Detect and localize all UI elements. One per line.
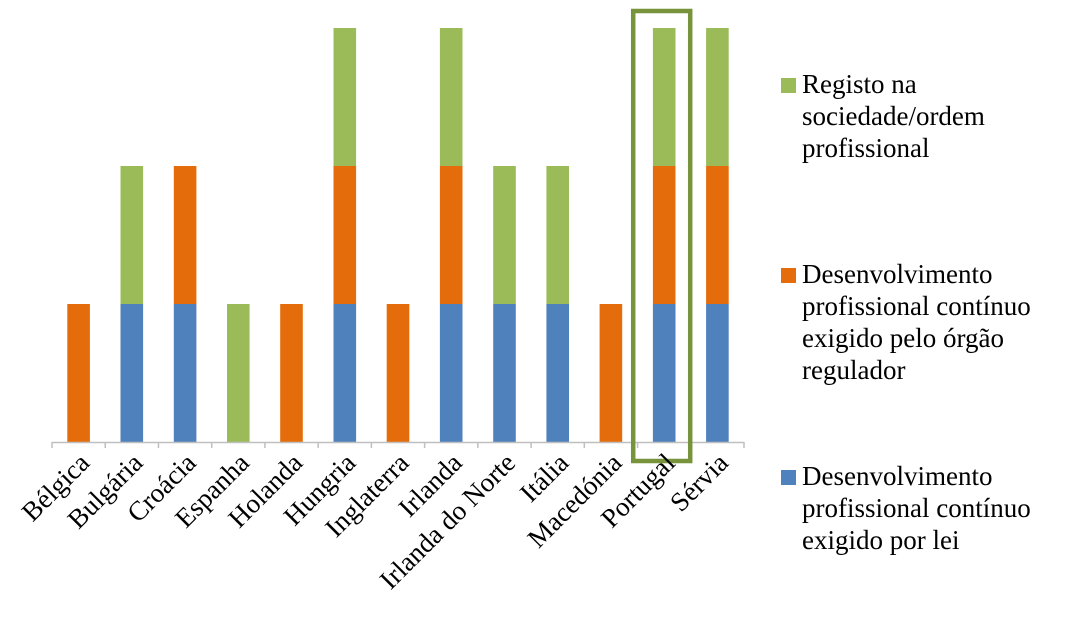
bar-servia-series-2 (706, 166, 729, 304)
bar-portugal-series-1 (652, 304, 676, 442)
bar-bulgaria-series-1 (120, 304, 144, 442)
bar-irlanda-do-norte-series-1 (493, 304, 516, 442)
highlight-box-portugal (630, 8, 693, 464)
legend-label-line: exigido por lei (802, 525, 959, 555)
bar-croacia-series-1 (173, 304, 197, 442)
bar-irlanda-series-2 (439, 166, 463, 304)
bar-holanda-series-2 (280, 304, 303, 442)
bar-hungria-series-2 (333, 166, 357, 304)
legend-label-line: profissional contínuo (802, 291, 1031, 321)
legend-label-line: profissional contínuo (802, 493, 1031, 523)
legend-label-line: regulador (802, 355, 905, 385)
bar-irlanda-series-3 (439, 28, 463, 166)
bar-portugal-series-2 (652, 166, 676, 304)
bar-croacia-series-2 (173, 166, 197, 304)
legend-label-line: Desenvolvimento (802, 259, 992, 289)
x-tick-label-servia: Sérvia (664, 447, 734, 517)
bar-macedonia-series-2 (599, 304, 623, 442)
bar-espanha-series-3 (227, 304, 250, 442)
legend-label-line: exigido pelo órgão (802, 323, 1004, 353)
bar-bulgaria-series-3 (120, 166, 144, 304)
bars-layer (67, 28, 729, 442)
highlight-layer (630, 8, 693, 464)
bar-servia-series-1 (706, 304, 729, 442)
bar-italia-series-1 (546, 304, 569, 442)
bar-belgica-series-2 (67, 304, 90, 442)
legend-swatch (781, 268, 796, 283)
bar-irlanda-series-1 (439, 304, 463, 442)
bar-italia-series-3 (546, 166, 569, 304)
bar-irlanda-do-norte-series-3 (493, 166, 516, 304)
legend-swatch (781, 470, 796, 485)
legend-label-line: profissional (802, 133, 930, 163)
legend-label-line: Desenvolvimento (802, 461, 992, 491)
bar-hungria-series-1 (333, 304, 357, 442)
legend-swatch (781, 78, 796, 93)
bar-hungria-series-3 (333, 28, 357, 166)
bar-servia-series-3 (706, 28, 729, 166)
x-tick-labels: BélgicaBulgáriaCroáciaEspanhaHolandaHung… (16, 447, 734, 594)
bar-inglaterra-series-2 (386, 304, 410, 442)
legend-label-line: Registo na (802, 69, 917, 99)
axis-layer (51, 441, 745, 448)
bar-portugal-series-3 (652, 28, 676, 166)
legend-label-line: sociedade/ordem (802, 101, 985, 131)
